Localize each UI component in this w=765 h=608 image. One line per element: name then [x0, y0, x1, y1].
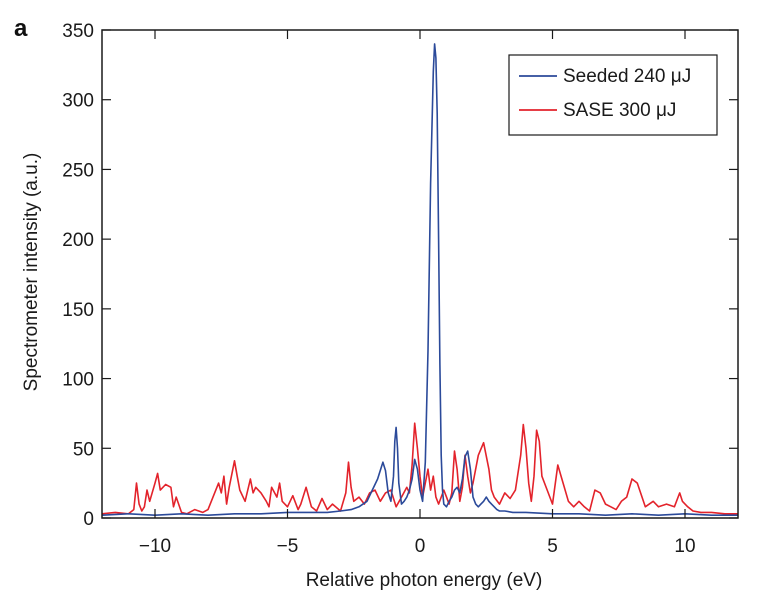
y-tick-label: 200 — [62, 230, 94, 251]
y-axis: 0 50 100 150 200 250 300 350 — [62, 21, 738, 530]
x-axis-title: Relative photon energy (eV) — [306, 570, 543, 591]
y-tick-label: 350 — [62, 21, 94, 42]
series-line-sase — [101, 422, 738, 515]
y-tick-label: 0 — [83, 509, 94, 530]
y-tick-label: 100 — [62, 370, 94, 391]
legend-label-seeded: Seeded 240 μJ — [563, 66, 691, 87]
x-tick-label: 5 — [547, 536, 558, 557]
panel-label: a — [14, 15, 28, 42]
y-tick-label: 50 — [73, 439, 94, 460]
plot-lines — [101, 43, 738, 517]
x-axis: −10 −5 0 5 10 — [139, 30, 696, 557]
series-line-seeded — [101, 43, 738, 517]
y-tick-label: 250 — [62, 160, 94, 181]
x-tick-label: 10 — [674, 536, 695, 557]
x-tick-label: −5 — [277, 536, 299, 557]
x-tick-label: 0 — [415, 536, 426, 557]
legend-label-sase: SASE 300 μJ — [563, 100, 676, 121]
legend: Seeded 240 μJ SASE 300 μJ — [508, 54, 718, 136]
x-tick-label: −10 — [139, 536, 171, 557]
y-tick-label: 150 — [62, 300, 94, 321]
y-axis-title: Spectrometer intensity (a.u.) — [21, 153, 42, 392]
legend-box — [508, 54, 718, 136]
y-tick-label: 300 — [62, 91, 94, 112]
